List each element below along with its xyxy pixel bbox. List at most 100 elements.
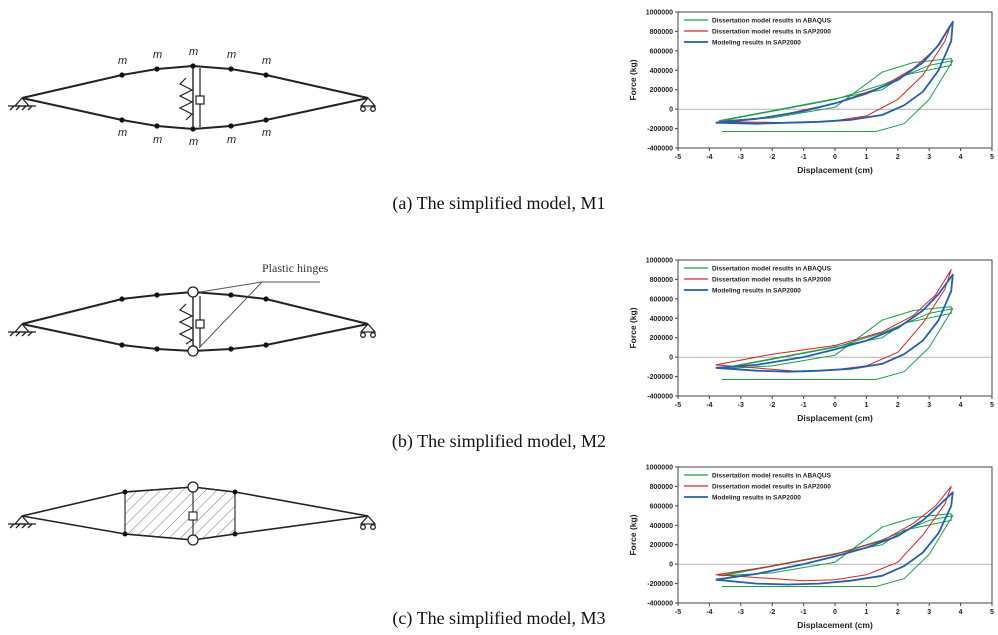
pin-support-icon [8,323,36,337]
x-axis-label: Displacement (cm) [797,413,873,423]
y-tick-label: 600000 [650,296,673,303]
x-tick-label: 1 [864,154,868,161]
x-tick-label: -5 [675,609,681,616]
y-tick-label: -200000 [647,374,673,381]
x-tick-label: 0 [833,402,837,409]
x-tick-label: -3 [738,154,744,161]
legend-label: Modeling results in SAP2000 [712,288,801,295]
y-tick-label: 1000000 [646,10,673,17]
figure-caption: (c) The simplified model, M3 [392,608,606,628]
x-tick-label: -1 [800,609,806,616]
model-m1-diagram: m m m m m m m m m m [8,46,377,148]
x-axis-label: Displacement (cm) [797,620,873,630]
mass-label: m [118,127,127,139]
y-axis-label: Force (kg) [628,59,638,100]
x-tick-label: 5 [990,609,994,616]
x-tick-label: 4 [959,609,963,616]
x-tick-label: -3 [738,402,744,409]
y-tick-label: 0 [669,562,673,569]
x-tick-label: -2 [769,402,775,409]
model-m3-diagram [8,481,377,546]
mass-label: m [227,134,236,146]
x-tick-label: -5 [675,402,681,409]
y-axis-label: Force (kg) [628,514,638,555]
x-tick-label: 5 [990,154,994,161]
y-tick-label: 800000 [650,277,673,284]
x-tick-label: 1 [864,609,868,616]
y-tick-label: -400000 [647,394,673,401]
plastic-hinges-label: Plastic hinges [262,261,329,275]
x-tick-label: -3 [738,609,744,616]
y-tick-label: -200000 [647,126,673,133]
model-m2-diagram: Plastic hinges [8,261,377,357]
legend-label: Dissertation model results in SAP2000 [712,29,831,36]
series-line-2 [715,485,952,582]
x-tick-label: -2 [769,609,775,616]
legend-label: Modeling results in SAP2000 [712,495,801,502]
plastic-hinge-icon [187,481,199,546]
mass-label: m [262,55,271,67]
x-tick-label: 2 [896,402,900,409]
figure-caption: (b) The simplified model, M2 [391,431,607,451]
x-tick-label: -2 [769,154,775,161]
series-line-1 [718,306,954,380]
x-tick-label: 3 [927,154,931,161]
series-line-3 [715,491,954,586]
y-tick-label: 800000 [650,29,673,36]
y-tick-label: 600000 [650,48,673,55]
y-tick-label: 1000000 [646,258,673,265]
legend-label: Dissertation model results in SAP2000 [712,277,831,284]
x-tick-label: -1 [800,154,806,161]
mass-label: m [153,49,162,61]
legend-label: Dissertation model results in ABAQUS [712,473,832,480]
legend-label: Dissertation model results in SAP2000 [712,484,831,491]
legend-label: Dissertation model results in ABAQUS [712,266,832,273]
y-tick-label: -400000 [647,601,673,608]
roller-support-icon [359,323,377,338]
y-tick-label: 400000 [650,68,673,75]
mass-label: m [153,134,162,146]
y-tick-label: 200000 [650,335,673,342]
y-tick-label: 0 [669,107,673,114]
hysteresis-chart-m1: -400000 -200000 0 200000 400000 600000 800000 1… [628,10,994,176]
x-tick-label: 5 [990,402,994,409]
series-line-3 [715,273,954,373]
x-tick-label: 4 [959,154,963,161]
y-tick-label: -400000 [647,146,673,153]
legend-label: Modeling results in SAP2000 [712,40,801,47]
mass-label: m [189,136,198,148]
y-tick-label: 200000 [650,87,673,94]
x-tick-label: -4 [706,154,712,161]
x-tick-label: -4 [706,402,712,409]
pin-support-icon [8,515,36,529]
x-tick-label: 2 [896,609,900,616]
series-line-3 [715,20,954,125]
plastic-hinge-icon [187,286,199,357]
x-tick-label: -5 [675,154,681,161]
x-tick-label: 1 [864,402,868,409]
x-tick-label: 4 [959,402,963,409]
x-tick-label: 0 [833,609,837,616]
roller-support-icon [359,97,377,112]
roller-support-icon [359,515,377,530]
mass-label: m [118,55,127,67]
x-tick-label: 2 [896,154,900,161]
mass-label: m [189,46,198,58]
x-tick-label: 0 [833,154,837,161]
x-tick-label: -4 [706,609,712,616]
y-tick-label: 800000 [650,484,673,491]
x-tick-label: 3 [927,609,931,616]
hysteresis-chart-m2: -400000 -200000 0 200000 400000 600000 800000 1… [628,258,994,424]
y-tick-label: 400000 [650,523,673,530]
mass-label: m [262,127,271,139]
x-tick-label: 3 [927,402,931,409]
x-axis-label: Displacement (cm) [797,165,873,175]
y-tick-label: 0 [669,355,673,362]
x-tick-label: -1 [800,402,806,409]
pin-support-icon [8,97,36,111]
figure-caption: (a) The simplified model, M1 [392,193,606,213]
y-axis-label: Force (kg) [628,307,638,348]
y-tick-label: 200000 [650,542,673,549]
mass-label: m [227,49,236,61]
legend-label: Dissertation model results in ABAQUS [712,18,832,25]
